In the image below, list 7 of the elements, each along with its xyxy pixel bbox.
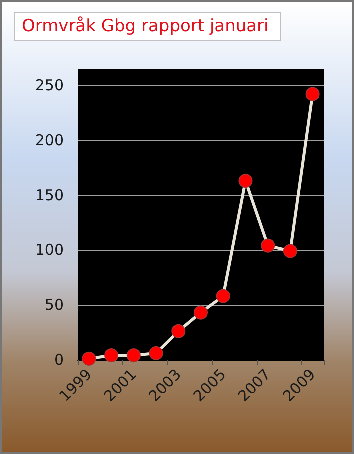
y-tick-label: 150	[35, 186, 64, 204]
y-tick-label: 200	[35, 131, 64, 150]
y-tick-label: 50	[44, 296, 64, 314]
y-tick-label: 100	[35, 241, 64, 260]
y-tick-label: 250	[35, 76, 64, 94]
y-tick-label: 0	[54, 351, 64, 369]
chart-title: Ormvråk Gbg rapport januari	[22, 16, 269, 36]
